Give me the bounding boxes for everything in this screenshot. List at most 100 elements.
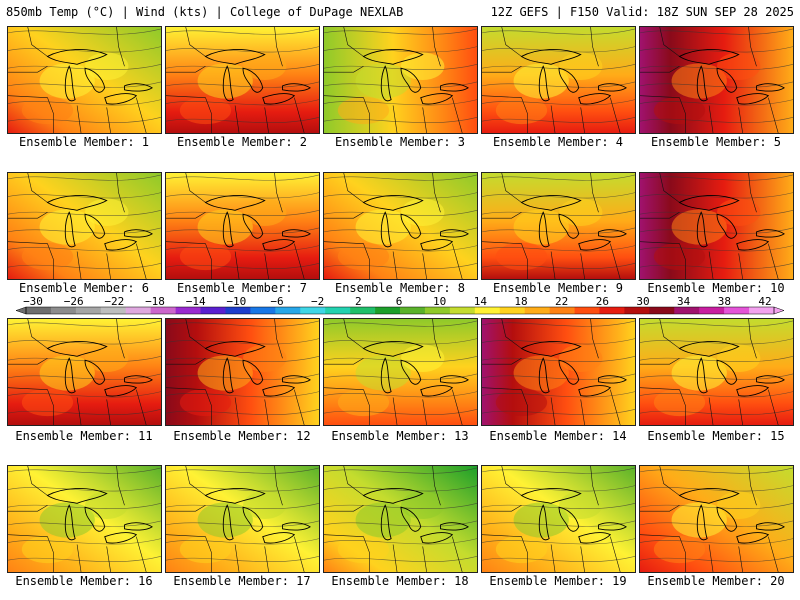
- wind-streamline: [324, 117, 477, 124]
- state-border: [422, 546, 427, 572]
- temperature-contour-region: [179, 96, 232, 125]
- temperature-contour-region: [400, 491, 445, 519]
- great-lakes-outline: [400, 213, 422, 239]
- state-border: [482, 534, 528, 572]
- wind-streamline: [166, 503, 319, 510]
- wind-streamline: [166, 99, 319, 106]
- state-border: [274, 466, 283, 506]
- state-border: [76, 544, 82, 572]
- wind-streamline: [8, 520, 161, 527]
- great-lakes-outline: [124, 83, 153, 92]
- state-border: [550, 251, 556, 279]
- wind-streamline: [482, 520, 635, 527]
- state-border: [501, 27, 522, 57]
- wind-streamline: [166, 373, 319, 380]
- state-border: [392, 544, 398, 572]
- wind-streamline: [324, 46, 477, 53]
- wind-streamline: [482, 117, 635, 124]
- temperature-contour-region: [355, 502, 411, 538]
- state-border: [738, 253, 743, 279]
- state-border: [8, 505, 48, 512]
- state-border: [610, 389, 621, 425]
- colorbar-tick-label: 42: [758, 296, 771, 308]
- wind-streamline: [324, 485, 477, 492]
- state-border: [106, 546, 111, 572]
- great-lakes-outline: [84, 67, 106, 93]
- great-lakes-outline: [420, 239, 454, 251]
- colorbar-swatch: [100, 307, 127, 314]
- great-lakes-outline: [538, 65, 550, 102]
- ensemble-member-label: Ensemble Member: 9: [492, 281, 624, 295]
- temperature-contour-region: [84, 344, 129, 372]
- great-lakes-outline: [538, 504, 550, 541]
- wind-streamline: [324, 245, 477, 252]
- great-lakes-outline: [400, 67, 422, 93]
- temperature-map: [166, 319, 319, 425]
- ensemble-member-label: Ensemble Member: 13: [331, 429, 469, 443]
- state-border: [640, 534, 686, 572]
- great-lakes-outline: [678, 195, 740, 211]
- wind-streamline: [482, 28, 635, 35]
- wind-streamline: [8, 81, 161, 88]
- state-border: [501, 173, 522, 203]
- temperature-contour-region: [513, 355, 569, 391]
- state-border: [324, 387, 370, 425]
- colorbar-max-arrow: [773, 306, 785, 315]
- great-lakes-outline: [578, 93, 612, 105]
- wind-streamline: [640, 373, 793, 380]
- temperature-colorbar: −30 −26 −22 −18 −14 −10 −6 −2 2 6 10 14 18 22 26 30 34 38…: [15, 296, 785, 315]
- wind-streamline: [640, 538, 793, 545]
- wind-streamline: [482, 485, 635, 492]
- wind-streamline: [640, 391, 793, 398]
- wind-streamline: [166, 227, 319, 234]
- ensemble-map-panel: [481, 318, 636, 426]
- temperature-map: [482, 466, 635, 572]
- wind-streamline: [640, 503, 793, 510]
- temperature-map: [8, 27, 161, 133]
- great-lakes-outline: [104, 239, 138, 251]
- state-border: [136, 389, 147, 425]
- great-lakes-outline: [262, 93, 296, 105]
- colorbar-swatch: [699, 307, 725, 314]
- temperature-contour-region: [21, 388, 74, 417]
- wind-streamline: [166, 81, 319, 88]
- great-lakes-outline: [578, 532, 612, 544]
- state-border: [116, 173, 125, 213]
- colorbar-tick-label: −30: [23, 296, 43, 308]
- colorbar-swatch: [400, 307, 426, 314]
- ensemble-map-panel: [165, 318, 320, 426]
- temperature-contour-region: [39, 209, 95, 245]
- great-lakes-outline: [420, 532, 454, 544]
- state-border: [116, 466, 125, 506]
- temperature-map: [324, 173, 477, 279]
- great-lakes-outline: [124, 522, 153, 531]
- great-lakes-outline: [420, 93, 454, 105]
- state-border: [392, 397, 398, 425]
- state-border: [482, 505, 522, 512]
- state-border: [234, 105, 240, 133]
- state-border: [294, 97, 305, 133]
- great-lakes-outline: [204, 49, 266, 65]
- state-border: [550, 544, 556, 572]
- great-lakes-outline: [222, 211, 234, 248]
- state-border: [392, 251, 398, 279]
- great-lakes-outline: [400, 359, 422, 385]
- ensemble-map-panel: [7, 172, 162, 280]
- temperature-map: [8, 466, 161, 572]
- great-lakes-outline: [64, 504, 76, 541]
- state-border: [482, 212, 522, 219]
- state-border: [422, 107, 427, 133]
- wind-streamline: [324, 409, 477, 416]
- great-lakes-outline: [440, 229, 469, 238]
- temperature-map: [640, 173, 793, 279]
- temperature-contour-region: [653, 242, 706, 271]
- state-border: [610, 243, 621, 279]
- colorbar-swatch: [499, 307, 525, 314]
- wind-streamline: [166, 46, 319, 53]
- state-border: [590, 27, 599, 67]
- state-border: [659, 319, 680, 349]
- state-border: [264, 546, 269, 572]
- colorbar-swatch: [300, 307, 326, 314]
- great-lakes-outline: [440, 522, 469, 531]
- wind-streamline: [8, 192, 161, 199]
